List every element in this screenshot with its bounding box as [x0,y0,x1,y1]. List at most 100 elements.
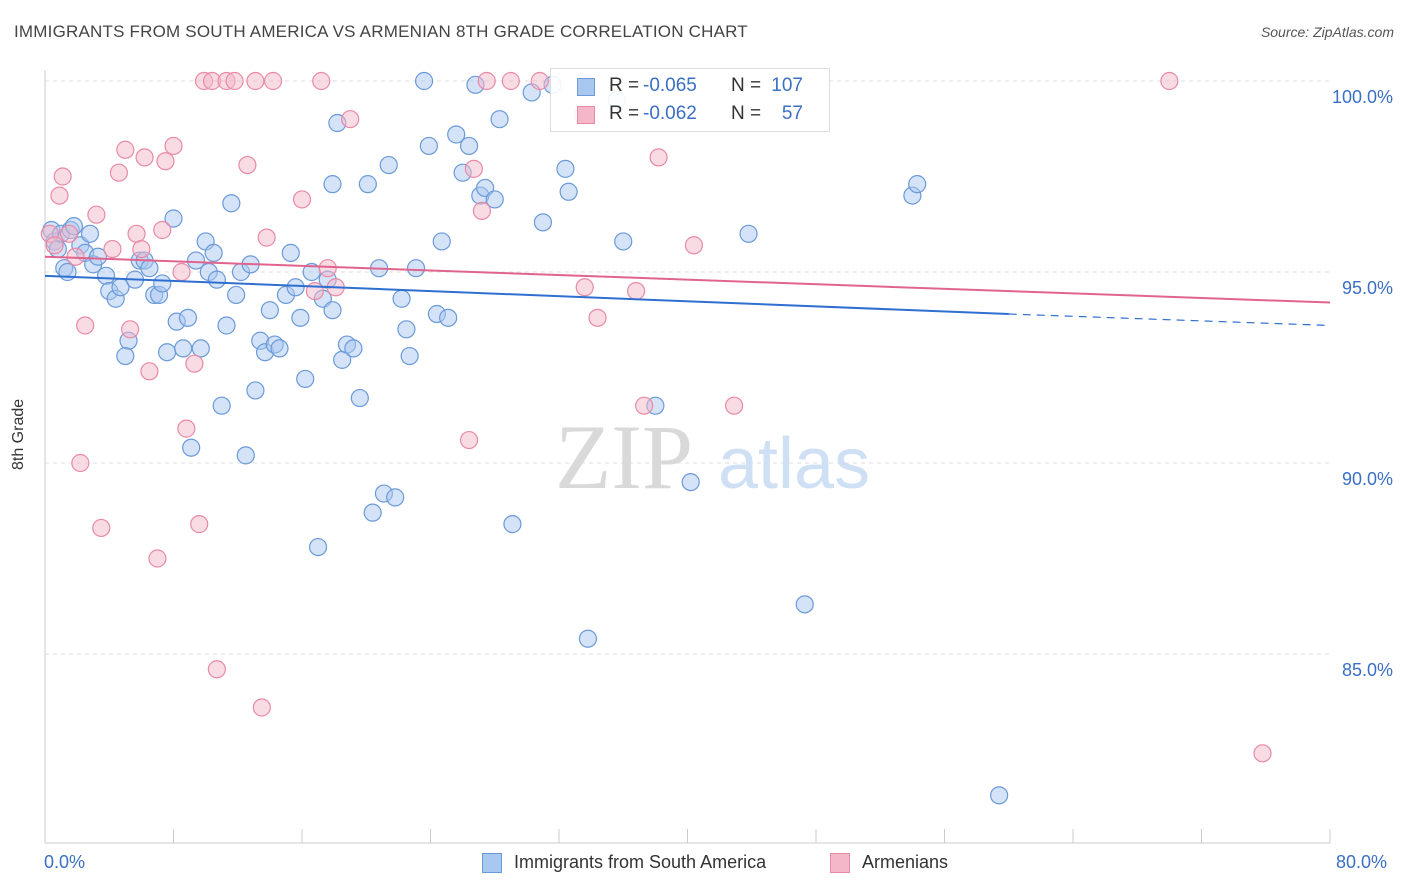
data-point [257,228,276,247]
y-tick-label: 100.0% [1332,87,1393,107]
data-point [88,247,108,266]
data-point [53,167,72,186]
data-point [191,339,210,358]
legend-row-pink: R = -0.062 N = 57 [551,101,829,129]
data-point [681,473,700,492]
data-point [530,71,549,91]
data-point [45,236,64,255]
data-point [164,209,183,228]
data-point [153,220,172,240]
data-point [578,629,598,648]
watermark: ZIP atlas [555,406,870,508]
legend-swatch-pink [577,106,595,124]
data-point [1160,71,1179,91]
legend-r-value-blue: -0.065 [643,75,697,96]
x-tick-label-min: 0.0% [44,852,86,872]
data-point [308,537,328,557]
data-point [177,419,196,438]
data-point [148,549,167,568]
data-point [739,224,758,243]
data-point [164,136,183,156]
data-point [795,595,814,614]
data-point [80,224,100,243]
data-point [459,136,479,156]
x-tick-label-max: 80.0% [1336,852,1388,872]
y-tick-label: 85.0% [1342,660,1393,680]
data-point [252,698,271,717]
trend-line-south-america [44,274,1009,316]
legend-n-label-blue: N = [731,75,762,96]
data-point [59,224,79,243]
data-point [1253,744,1272,763]
data-point [204,243,223,262]
data-point [406,259,426,278]
data-point [76,316,95,335]
legend-n-value-blue: 107 [771,75,803,96]
data-point [157,343,177,362]
data-point [990,786,1009,805]
data-point [724,396,744,415]
data-point [127,224,146,243]
axes [44,70,1331,844]
data-point [207,270,226,289]
data-point [260,301,279,320]
data-point [87,205,106,224]
data-point [246,381,265,400]
data-point [291,308,310,327]
data-point [323,301,342,320]
trend-lines [44,255,1331,327]
data-point [533,213,553,232]
data-point [96,266,116,285]
data-point [312,71,331,91]
data-point [588,308,607,327]
data-point [318,259,337,278]
data-point [501,71,520,91]
data-point [186,251,206,270]
data-point [236,446,255,465]
data-point [58,262,77,282]
data-point [50,186,69,205]
data-point [135,148,154,167]
legend-row-blue: R = -0.065 N = 107 [551,73,829,101]
data-point [305,282,324,301]
data-point [140,362,159,381]
data-point [363,503,382,522]
data-point [225,71,244,91]
data-point [649,148,668,167]
data-point [121,320,140,339]
data-point [92,518,111,538]
data-point [323,175,342,194]
data-point [222,194,241,213]
data-point [635,396,654,415]
data-point [614,232,633,251]
data-point [503,515,522,534]
data-point [156,152,175,171]
data-point [185,354,204,373]
data-point [286,278,305,297]
data-point [116,140,135,159]
legend-label-armenians: Armenians [862,852,949,872]
data-point [178,308,198,327]
data-point [419,136,438,156]
data-point [140,259,159,278]
legend-r-value-pink: -0.062 [643,103,697,124]
legend-r-label-pink: R = [609,103,640,124]
data-point [386,488,405,507]
data-point [172,262,191,282]
data-point [485,190,504,209]
y-tick-label: 95.0% [1342,278,1393,298]
data-point [109,163,128,182]
data-point [227,285,246,305]
data-point [238,155,257,175]
y-tick-label: 90.0% [1342,469,1393,489]
data-point [447,125,466,144]
data-point [341,110,360,129]
data-point [71,453,90,473]
data-point [344,339,363,358]
data-point [379,155,398,175]
data-point [400,346,419,366]
data-point [908,175,927,194]
data-point [439,308,458,327]
data-point [575,278,594,297]
data-point [190,515,209,534]
